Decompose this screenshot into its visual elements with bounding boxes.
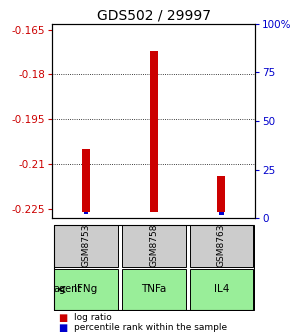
- Bar: [217, 176, 225, 212]
- Text: GSM8753: GSM8753: [81, 224, 90, 267]
- Bar: [122, 225, 186, 267]
- Text: agent: agent: [53, 284, 81, 294]
- Text: ■: ■: [58, 323, 67, 333]
- Text: GSM8758: GSM8758: [149, 224, 158, 267]
- Bar: [122, 269, 186, 310]
- Bar: [54, 225, 118, 267]
- Text: TNFa: TNFa: [141, 284, 166, 294]
- Bar: [219, 212, 224, 214]
- Text: ■: ■: [58, 312, 67, 323]
- Title: GDS502 / 29997: GDS502 / 29997: [97, 8, 211, 23]
- Text: log ratio: log ratio: [74, 313, 112, 322]
- Bar: [190, 225, 253, 267]
- Text: IFNg: IFNg: [75, 284, 98, 294]
- Bar: [54, 269, 118, 310]
- Bar: [82, 150, 90, 212]
- Bar: [190, 269, 253, 310]
- Text: percentile rank within the sample: percentile rank within the sample: [74, 323, 227, 332]
- Bar: [84, 212, 88, 214]
- Text: GSM8763: GSM8763: [217, 224, 226, 267]
- Bar: [150, 50, 158, 212]
- Text: IL4: IL4: [214, 284, 229, 294]
